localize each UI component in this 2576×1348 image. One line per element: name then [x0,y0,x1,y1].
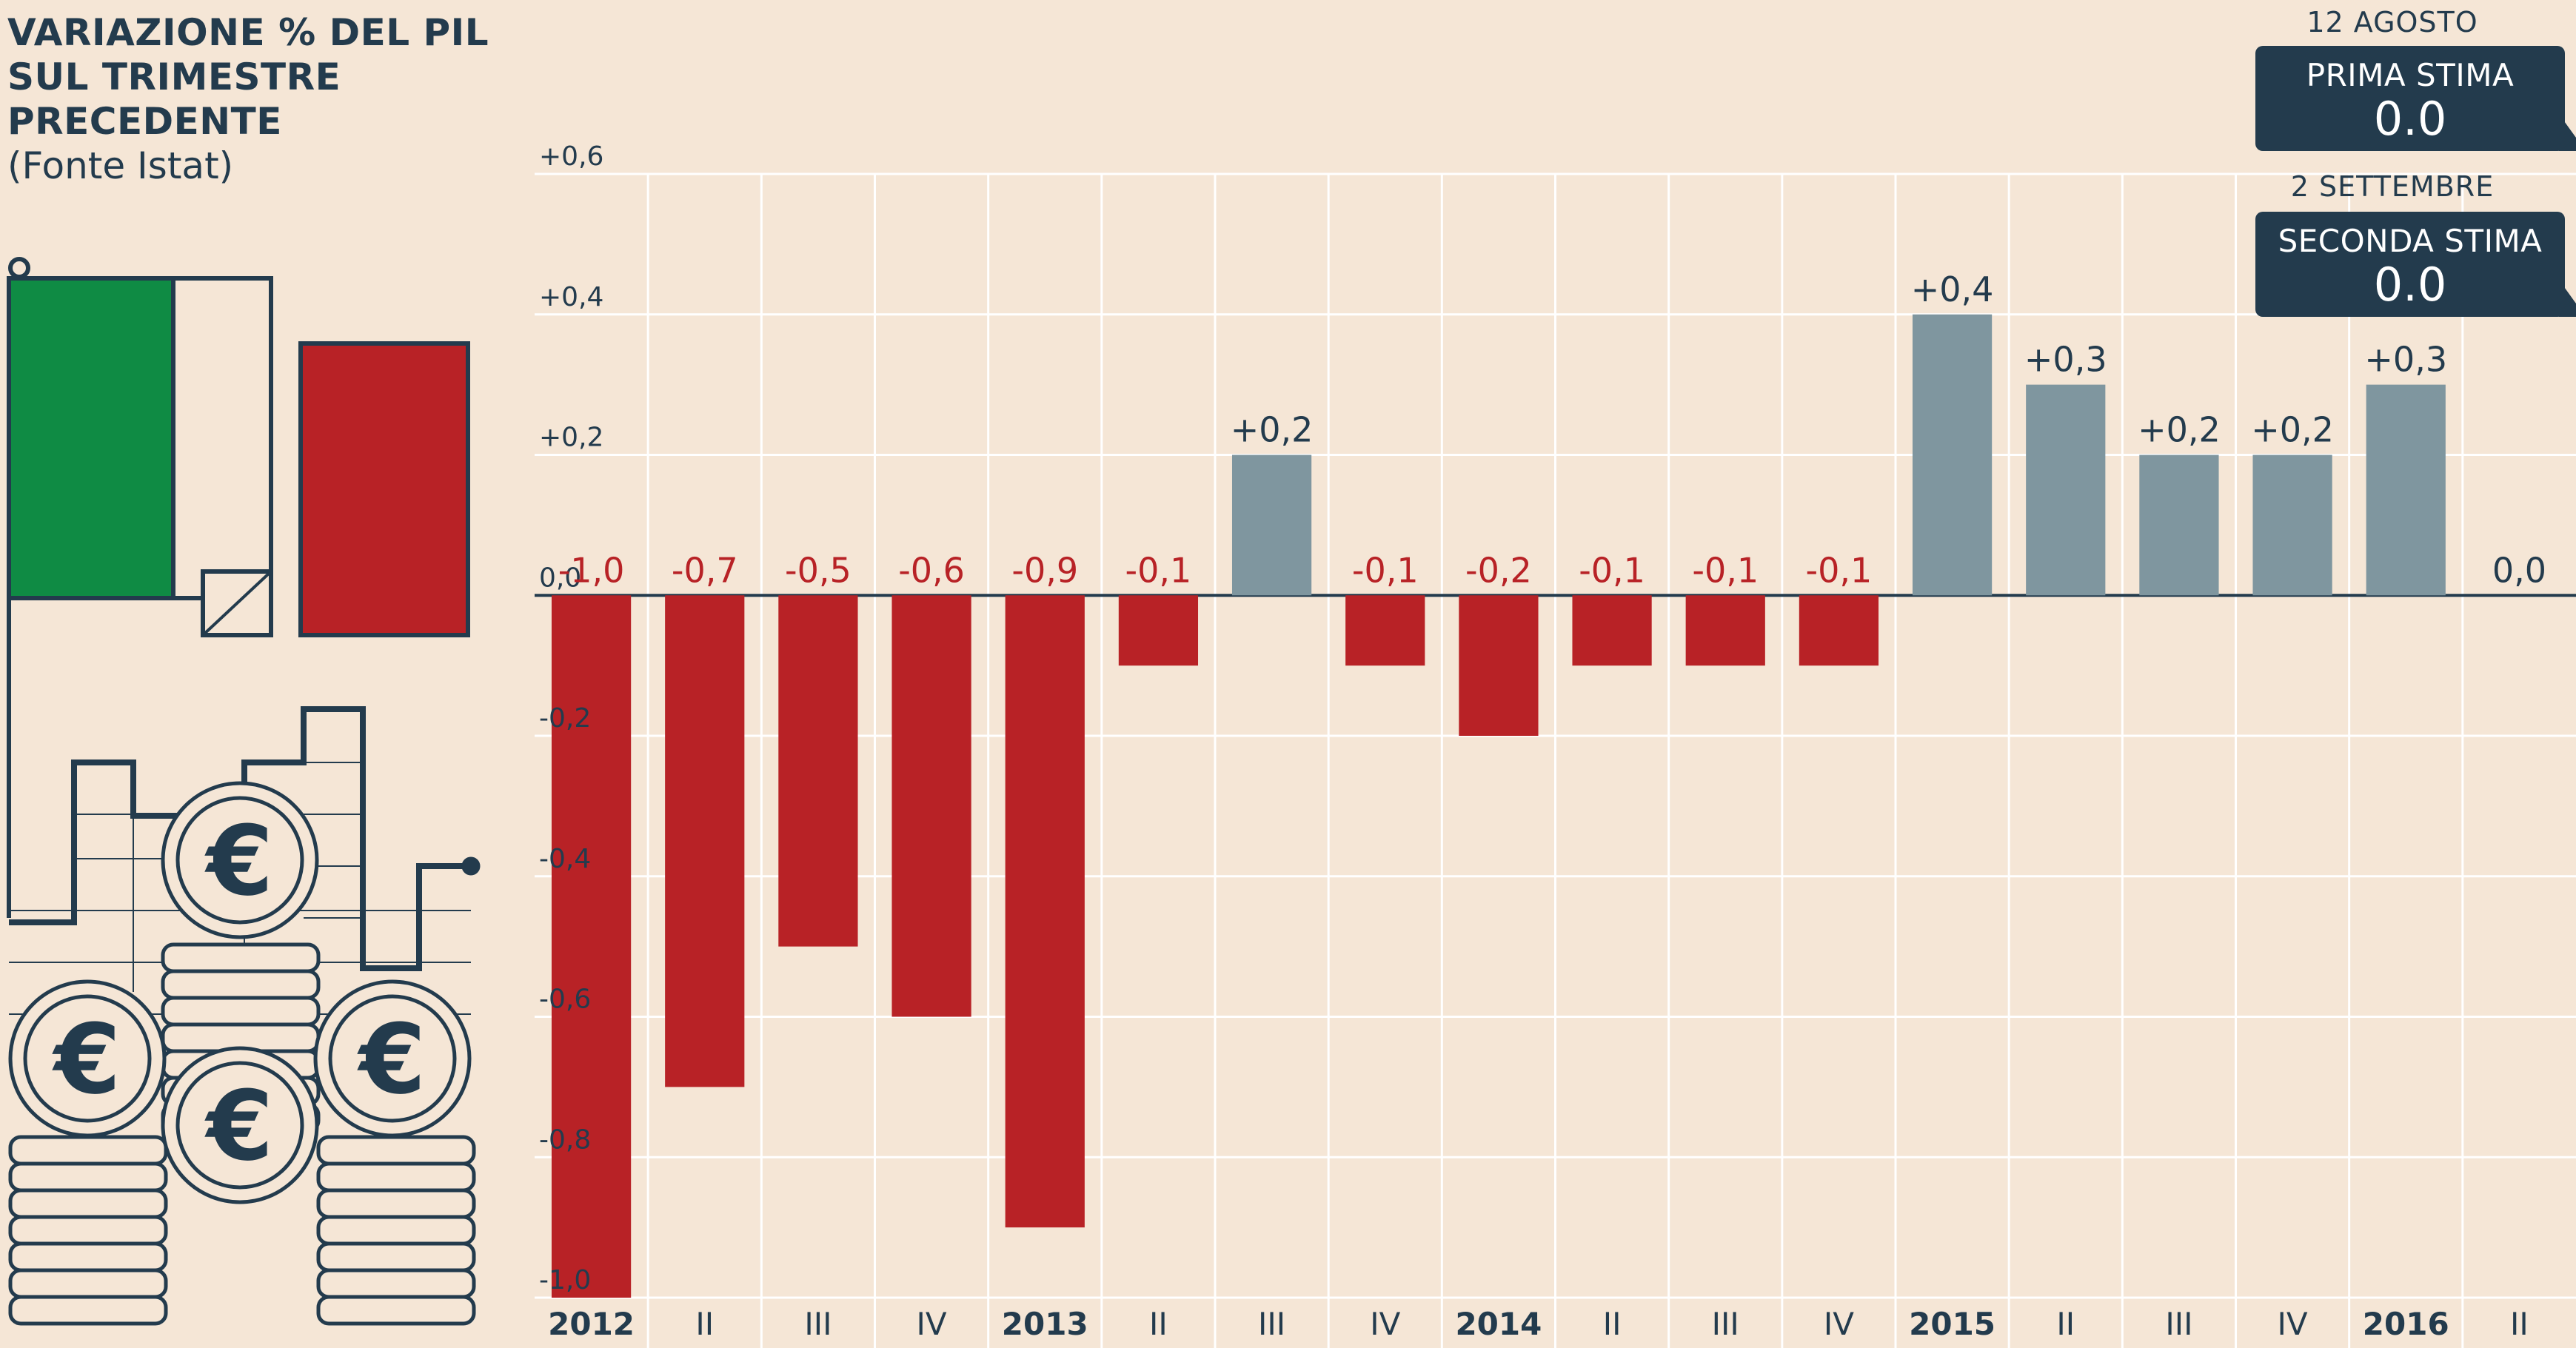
euro-symbol: € [357,1003,426,1116]
value-label: -0,9 [1011,550,1078,590]
y-tick-label: -0,8 [539,1124,591,1155]
chart-title-line-3: PRECEDENTE [7,100,282,143]
y-tick-label: 0,0 [539,563,581,593]
value-label: -0,2 [1465,550,1532,590]
bar [1685,595,1765,666]
x-tick-label: III [804,1306,832,1342]
euro-symbol: € [204,805,273,917]
bar [1459,595,1539,736]
x-tick-label: IV [1370,1306,1400,1342]
value-label: -0,1 [1692,550,1759,590]
bar [1799,595,1879,666]
title-block: VARIAZIONE % DEL PIL SUL TRIMESTRE PRECE… [7,10,489,188]
x-tick-label: III [1258,1306,1285,1342]
bar [891,595,971,1017]
chart-source: (Fonte Istat) [7,144,234,187]
bar [2139,455,2219,596]
x-tick-label: 2013 [1002,1306,1088,1342]
x-tick-label: III [1712,1306,1739,1342]
y-tick-label: -0,2 [539,703,591,734]
second-estimate-box: SECONDA STIMA 0.0 [2255,212,2576,317]
second-estimate-date: 2 SETTEMBRE [2290,170,2495,203]
second-estimate-value: 0.0 [2373,258,2447,312]
chart-grid [535,172,2576,1348]
first-estimate-date: 12 AGOSTO [2306,6,2478,38]
value-label: +0,2 [2251,410,2334,450]
bar [778,595,858,947]
value-label: -0,5 [785,550,852,590]
euro-coins-icon [8,781,476,1326]
second-estimate-label: SECONDA STIMA [2278,223,2543,259]
italian-flag-icon [7,257,470,918]
y-tick-label: +0,4 [539,282,603,312]
x-tick-label: 2014 [1455,1306,1542,1342]
bar [1005,595,1085,1228]
value-label: -0,1 [1806,550,1873,590]
euro-symbol: € [204,1070,273,1182]
value-label: 0,0 [2492,550,2546,590]
value-label: +0,4 [1911,269,1994,309]
y-tick-label: -1,0 [539,1265,591,1295]
y-tick-label: +0,2 [539,423,603,453]
euro-symbols: € € € € [52,805,426,1182]
value-label: +0,3 [2024,340,2107,380]
chart-labels: +0,6 +0,4 +0,2 0,0 -0,2 -0,4 -0,6 -0,8 -1,0 -1,0 2… [539,141,2546,1342]
y-tick-label: -0,4 [539,844,591,874]
y-tick-label: -0,6 [539,985,591,1015]
bar [1572,595,1652,666]
estimate-pointer [2559,114,2576,151]
value-label: -0,7 [672,550,738,590]
bar [551,595,632,1298]
illustration: € € € € [7,257,481,1326]
first-estimate-label: PRIMA STIMA [2306,57,2515,93]
value-label: +0,2 [2138,410,2221,450]
bar [1345,595,1425,666]
value-label: +0,3 [2364,340,2447,380]
bar [2252,455,2332,596]
value-label: -0,1 [1352,550,1419,590]
x-tick-label: III [2165,1306,2192,1342]
value-label: -0,1 [1579,550,1645,590]
value-label: -0,6 [898,550,965,590]
euro-symbol: € [52,1003,121,1116]
x-tick-label: II [1603,1306,1622,1342]
x-tick-label: II [695,1306,714,1342]
x-tick-label: II [2056,1306,2075,1342]
chart-title-line-1: VARIAZIONE % DEL PIL [7,11,489,54]
bar [2366,384,2446,596]
value-label: +0,2 [1231,410,1314,450]
value-label: -0,1 [1125,550,1192,590]
y-tick-label: +0,6 [539,141,603,172]
x-tick-label: 2016 [2363,1306,2449,1342]
bar [1912,314,1993,596]
chart-title-line-2: SUL TRIMESTRE [7,56,341,98]
x-tick-label: IV [917,1306,947,1342]
bar [1231,455,1312,596]
x-tick-label: 2015 [1909,1306,1995,1342]
x-tick-label: IV [1824,1306,1854,1342]
bar [665,595,745,1087]
value-label: -1,0 [558,550,625,590]
x-tick-label: 2012 [548,1306,635,1342]
x-tick-label: II [2510,1306,2529,1342]
bar [1118,595,1199,666]
first-estimate-value: 0.0 [2373,92,2447,146]
x-tick-label: II [1149,1306,1168,1342]
x-tick-label: IV [2278,1306,2308,1342]
estimate-pointer [2559,280,2576,317]
bar [2026,384,2106,596]
first-estimate-box: PRIMA STIMA 0.0 [2255,46,2576,151]
chart-bars [551,314,2446,1298]
